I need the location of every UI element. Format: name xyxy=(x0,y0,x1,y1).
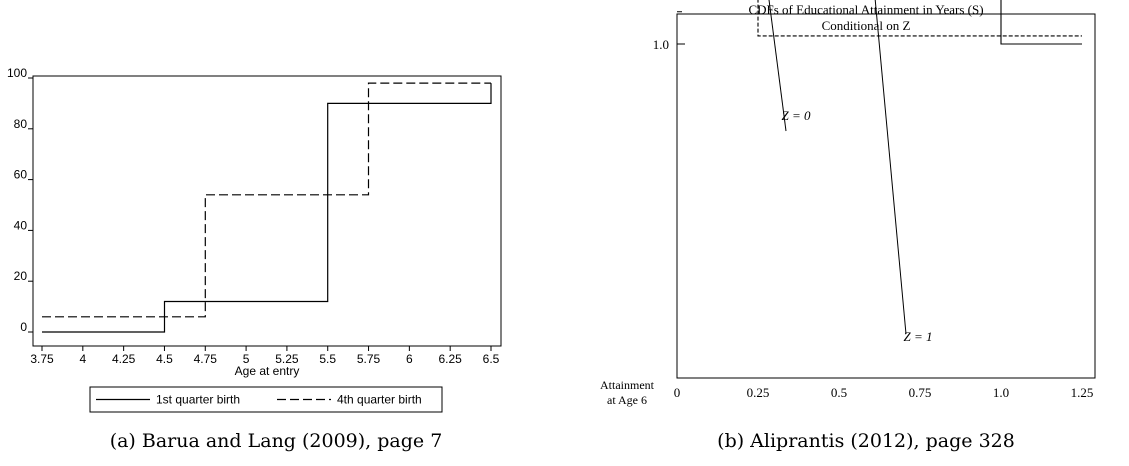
x-tick-label-a: 6 xyxy=(406,352,413,366)
y-tick-label-a: 20 xyxy=(14,269,28,283)
y-tick-label-a: 80 xyxy=(14,117,28,131)
x-tick-label-a: 4 xyxy=(79,352,86,366)
x-tick-label-a: 3.75 xyxy=(30,352,54,366)
x-tick-label-b: 0.75 xyxy=(909,385,932,400)
x-tick-label-a: 5.25 xyxy=(275,352,299,366)
x-tick-label-a: 6.25 xyxy=(439,352,463,366)
series-line-b-2 xyxy=(757,0,1082,37)
x-tick-label-a: 6.5 xyxy=(483,352,500,366)
legend-label-a: 1st quarter birth xyxy=(156,393,240,407)
annotation-label-b: Z = 1 xyxy=(903,329,932,344)
x-tick-label-a: 4.25 xyxy=(112,352,136,366)
plot-frame-a xyxy=(32,75,502,347)
x-tick-label-b: 1.25 xyxy=(1071,385,1094,400)
y-tick-label-a: 100 xyxy=(7,66,27,80)
y-tick-label-a: 0 xyxy=(20,320,27,334)
x-tick-label-b: 0.25 xyxy=(747,385,770,400)
caption-b: (b) Aliprantis (2012), page 328 xyxy=(717,430,1015,452)
annotation-arrow-line-b xyxy=(768,0,787,132)
annotation-label-b: Z = 0 xyxy=(781,108,811,123)
origin-label-line1-b: Attainment xyxy=(600,378,655,392)
x-tick-label-b: 0.5 xyxy=(831,385,847,400)
series-line-a-2 xyxy=(42,82,491,318)
legend-label-a: 4th quarter birth xyxy=(337,393,422,407)
caption-a: (a) Barua and Lang (2009), page 7 xyxy=(110,430,443,452)
x-axis-label-a: Age at entry xyxy=(235,364,300,378)
chart-subtitle-b: Conditional on Z xyxy=(822,18,911,33)
x-tick-label-a: 4.75 xyxy=(194,352,218,366)
panel-a-chart: 0 20 40 60 80 100 3.75 4 4.25 4.5 4.75 5 5.25 5.5 5.75… xyxy=(7,66,502,413)
y-tick-label-a: 40 xyxy=(14,218,28,232)
annotation-arrow-line-b xyxy=(874,0,907,335)
x-tick-label-a: 4.5 xyxy=(156,352,173,366)
x-tick-label-a: 5.75 xyxy=(357,352,381,366)
x-tick-label-a: 5 xyxy=(243,352,250,366)
plot-frame-b xyxy=(676,13,1096,379)
panel-b-chart: CDFs of Educational Attainment in Years … xyxy=(600,0,1096,407)
x-tick-label-a: 5.5 xyxy=(319,352,336,366)
y-tick-label-a: 60 xyxy=(14,168,28,182)
series-line-b-1 xyxy=(1000,0,1082,45)
series-line-a-1 xyxy=(42,83,492,333)
y-tick-label-b: 1.0 xyxy=(653,37,669,52)
x-tick-label-b: 0 xyxy=(674,385,681,400)
chart-title-b: CDFs of Educational Attainment in Years … xyxy=(748,2,983,17)
origin-label-line2-b: at Age 6 xyxy=(607,393,647,407)
x-tick-label-b: 1.0 xyxy=(993,385,1009,400)
